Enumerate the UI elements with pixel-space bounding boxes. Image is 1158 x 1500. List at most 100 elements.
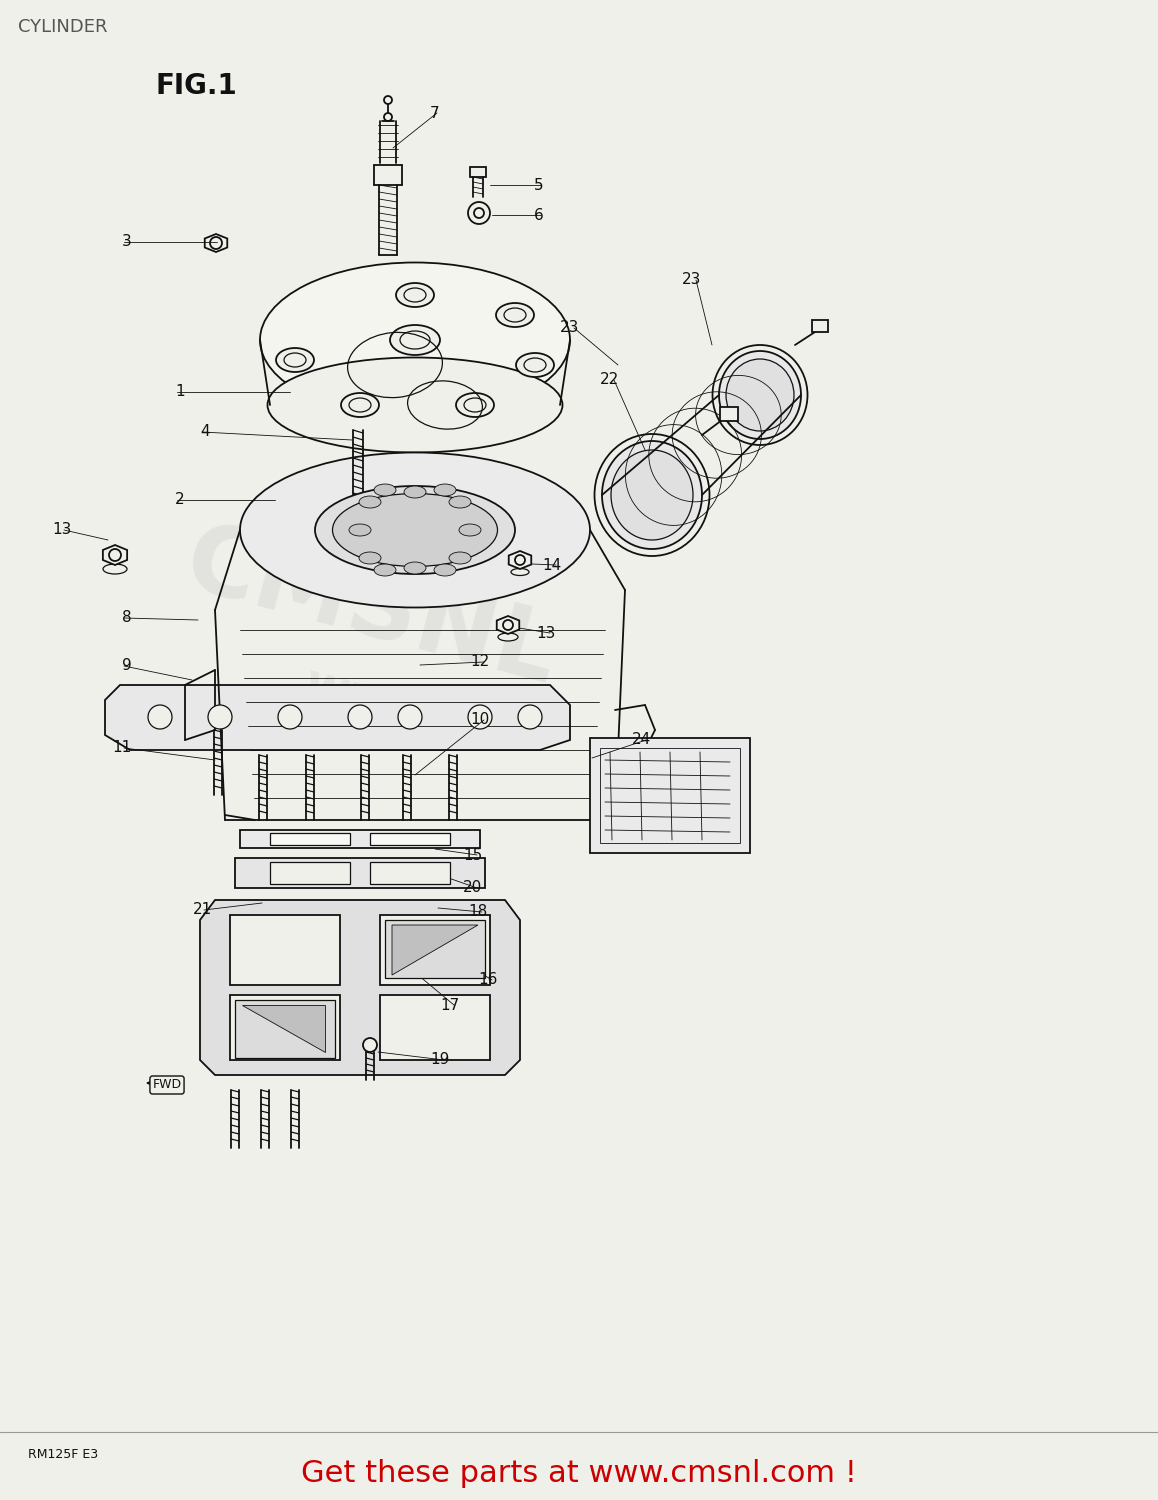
Ellipse shape bbox=[284, 352, 306, 368]
Circle shape bbox=[398, 705, 422, 729]
Ellipse shape bbox=[349, 398, 371, 412]
Polygon shape bbox=[393, 926, 478, 975]
Ellipse shape bbox=[404, 562, 426, 574]
Bar bbox=[589, 738, 750, 854]
Bar bbox=[384, 920, 485, 978]
Ellipse shape bbox=[404, 288, 426, 302]
Text: 24: 24 bbox=[632, 732, 651, 747]
Circle shape bbox=[503, 620, 513, 630]
Ellipse shape bbox=[103, 564, 127, 574]
Circle shape bbox=[349, 705, 372, 729]
Ellipse shape bbox=[340, 393, 379, 417]
Text: 13: 13 bbox=[52, 522, 72, 537]
Ellipse shape bbox=[349, 524, 371, 536]
Text: 3: 3 bbox=[123, 234, 132, 249]
Text: 2: 2 bbox=[175, 492, 185, 507]
Polygon shape bbox=[103, 544, 127, 566]
Ellipse shape bbox=[315, 486, 515, 574]
Ellipse shape bbox=[456, 393, 494, 417]
Ellipse shape bbox=[396, 284, 434, 308]
Ellipse shape bbox=[504, 308, 526, 322]
Text: CYLINDER: CYLINDER bbox=[19, 18, 108, 36]
Text: 13: 13 bbox=[536, 626, 556, 640]
Ellipse shape bbox=[240, 453, 589, 608]
Ellipse shape bbox=[434, 484, 456, 496]
Bar bbox=[270, 862, 350, 883]
Ellipse shape bbox=[332, 494, 498, 567]
Text: FWD: FWD bbox=[153, 1078, 182, 1092]
Ellipse shape bbox=[611, 450, 692, 540]
Bar bbox=[470, 166, 486, 177]
Text: 8: 8 bbox=[123, 610, 132, 626]
Circle shape bbox=[384, 96, 393, 104]
Text: 5: 5 bbox=[534, 177, 543, 192]
Bar bbox=[371, 833, 450, 844]
Circle shape bbox=[384, 112, 393, 122]
Polygon shape bbox=[508, 550, 532, 568]
Bar bbox=[812, 320, 828, 332]
Ellipse shape bbox=[602, 441, 702, 549]
Text: 15: 15 bbox=[463, 847, 482, 862]
Polygon shape bbox=[205, 234, 227, 252]
Ellipse shape bbox=[267, 357, 563, 453]
Ellipse shape bbox=[449, 496, 471, 508]
Text: FIG.1: FIG.1 bbox=[155, 72, 236, 100]
Circle shape bbox=[109, 549, 120, 561]
Text: 1: 1 bbox=[175, 384, 185, 399]
Circle shape bbox=[515, 555, 525, 566]
Text: 9: 9 bbox=[123, 658, 132, 674]
Text: 20: 20 bbox=[463, 880, 482, 896]
Text: 22: 22 bbox=[600, 372, 620, 387]
Text: 7: 7 bbox=[430, 105, 440, 120]
Bar bbox=[270, 833, 350, 844]
Ellipse shape bbox=[404, 486, 426, 498]
Ellipse shape bbox=[464, 398, 486, 412]
Bar bbox=[371, 862, 450, 883]
Ellipse shape bbox=[276, 348, 314, 372]
Ellipse shape bbox=[261, 262, 570, 417]
Ellipse shape bbox=[516, 352, 554, 376]
Circle shape bbox=[148, 705, 173, 729]
Circle shape bbox=[468, 705, 492, 729]
Ellipse shape bbox=[449, 552, 471, 564]
Text: 10: 10 bbox=[470, 712, 489, 728]
Ellipse shape bbox=[496, 303, 534, 327]
Ellipse shape bbox=[434, 564, 456, 576]
Circle shape bbox=[210, 237, 222, 249]
Text: 19: 19 bbox=[430, 1053, 449, 1068]
Ellipse shape bbox=[359, 552, 381, 564]
Text: 11: 11 bbox=[112, 741, 132, 756]
Text: 23: 23 bbox=[560, 321, 579, 336]
Ellipse shape bbox=[374, 484, 396, 496]
Ellipse shape bbox=[511, 568, 529, 576]
Ellipse shape bbox=[400, 332, 430, 350]
Text: www: www bbox=[299, 660, 441, 741]
Polygon shape bbox=[200, 900, 520, 1076]
Ellipse shape bbox=[726, 358, 794, 430]
Bar bbox=[380, 915, 490, 986]
Text: 23: 23 bbox=[682, 273, 702, 288]
Text: 4: 4 bbox=[200, 424, 210, 439]
Text: 18: 18 bbox=[468, 904, 488, 920]
Circle shape bbox=[518, 705, 542, 729]
Ellipse shape bbox=[498, 633, 518, 640]
Ellipse shape bbox=[374, 564, 396, 576]
Polygon shape bbox=[242, 1005, 325, 1052]
Bar bbox=[240, 830, 481, 848]
Circle shape bbox=[278, 705, 302, 729]
Text: CMSNL: CMSNL bbox=[174, 516, 566, 705]
Circle shape bbox=[468, 202, 490, 223]
Bar bbox=[235, 1000, 335, 1058]
Circle shape bbox=[208, 705, 232, 729]
Ellipse shape bbox=[390, 326, 440, 356]
Ellipse shape bbox=[525, 358, 547, 372]
Text: Get these parts at www.cmsnl.com !: Get these parts at www.cmsnl.com ! bbox=[301, 1460, 857, 1488]
Ellipse shape bbox=[719, 351, 801, 439]
Circle shape bbox=[362, 1038, 378, 1052]
Ellipse shape bbox=[359, 496, 381, 508]
Polygon shape bbox=[105, 686, 570, 750]
Circle shape bbox=[474, 209, 484, 218]
Polygon shape bbox=[497, 616, 519, 634]
Bar bbox=[380, 994, 490, 1060]
Bar bbox=[230, 915, 340, 986]
